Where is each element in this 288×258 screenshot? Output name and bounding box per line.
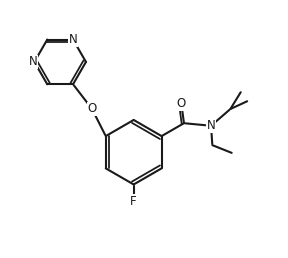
Text: O: O: [87, 102, 96, 115]
Text: N: N: [29, 55, 37, 68]
Text: N: N: [207, 119, 215, 132]
Text: F: F: [130, 195, 137, 208]
Text: N: N: [69, 33, 77, 46]
Text: O: O: [177, 97, 186, 110]
